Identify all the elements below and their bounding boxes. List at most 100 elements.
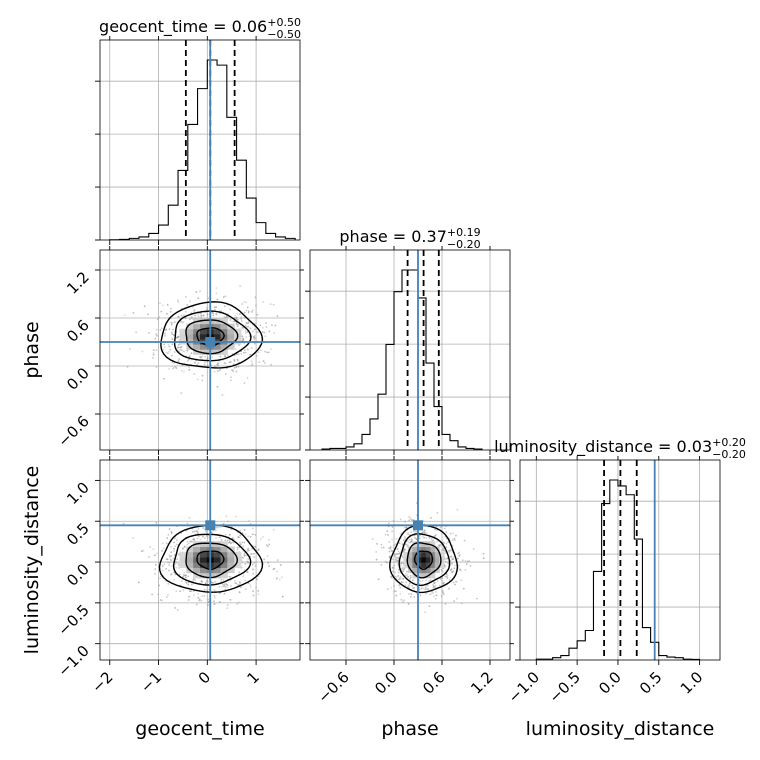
density-cell <box>220 541 228 548</box>
sample-point <box>182 573 185 576</box>
density-cell <box>179 556 187 563</box>
sample-point <box>244 351 247 354</box>
sample-point <box>235 515 238 518</box>
sample-point <box>197 592 200 595</box>
sample-point <box>231 369 234 372</box>
sample-point <box>195 603 198 606</box>
sample-point <box>404 572 407 575</box>
sample-point <box>170 551 173 554</box>
sample-point <box>238 344 241 347</box>
sample-point <box>152 352 155 354</box>
sample-point <box>450 555 453 558</box>
sample-point <box>432 584 434 586</box>
sample-point <box>183 546 186 549</box>
sample-point <box>387 547 390 550</box>
sample-point <box>224 355 227 358</box>
sample-point <box>391 526 394 528</box>
sample-point <box>196 537 199 540</box>
sample-point <box>428 605 431 608</box>
sample-point <box>179 590 181 593</box>
density-cell <box>193 551 201 558</box>
sample-point <box>239 543 242 546</box>
sample-point <box>386 588 389 590</box>
marginal-luminosity_distance <box>535 460 701 660</box>
sample-point <box>247 348 249 351</box>
sample-point <box>244 588 247 591</box>
sample-point <box>423 529 426 532</box>
sample-point <box>396 563 399 566</box>
density-cell <box>186 328 194 335</box>
sample-point <box>450 568 453 571</box>
sample-point <box>270 348 272 351</box>
sample-point <box>148 331 150 334</box>
sample-point <box>168 350 170 353</box>
sample-point <box>188 366 191 368</box>
sample-point <box>387 534 389 536</box>
sample-point <box>433 586 436 589</box>
sample-point <box>222 296 225 298</box>
sample-point <box>454 564 456 567</box>
sample-point <box>154 563 157 566</box>
sample-point <box>394 571 397 574</box>
sample-point <box>219 369 222 371</box>
title-upper-error: +0.50 <box>267 16 301 29</box>
sample-point <box>233 359 236 361</box>
sample-point <box>226 520 229 523</box>
sample-point <box>223 362 226 364</box>
density-cell <box>234 328 242 335</box>
sample-point <box>173 362 175 365</box>
sample-point <box>265 322 267 325</box>
sample-point <box>242 351 245 354</box>
sample-point <box>237 547 239 549</box>
sample-point <box>440 568 443 571</box>
sample-point <box>371 538 374 540</box>
sample-point <box>186 349 189 352</box>
sample-point <box>165 328 168 331</box>
sample-point <box>196 378 199 381</box>
sample-point <box>247 321 250 323</box>
sample-point <box>257 593 260 596</box>
density-cell <box>186 546 194 553</box>
sample-point <box>202 535 204 538</box>
sample-point <box>190 583 193 586</box>
sample-point <box>407 575 409 578</box>
sample-point <box>436 529 438 532</box>
sample-point <box>228 538 231 541</box>
sample-point <box>239 529 242 532</box>
sample-point <box>203 363 206 366</box>
x-tick-label: 0.0 <box>371 668 401 698</box>
sample-point <box>243 301 246 303</box>
sample-point <box>443 549 446 552</box>
sample-point <box>157 593 160 596</box>
sample-point <box>247 535 249 538</box>
sample-point <box>404 526 406 529</box>
sample-point <box>175 539 178 542</box>
sample-point <box>235 317 238 320</box>
sample-point <box>220 539 223 541</box>
sample-point <box>247 548 249 551</box>
sample-point <box>223 522 225 525</box>
sample-point <box>245 301 248 304</box>
sample-point <box>452 539 454 541</box>
sample-point <box>226 316 229 318</box>
sample-point <box>402 568 405 571</box>
sample-point <box>408 584 411 587</box>
sample-point <box>241 556 244 559</box>
sample-point <box>188 354 191 357</box>
sample-point <box>168 328 171 330</box>
sample-point <box>178 358 181 360</box>
sample-point <box>192 531 194 533</box>
sample-point <box>386 561 388 564</box>
sample-point <box>215 529 217 532</box>
sample-point <box>269 303 272 306</box>
sample-point <box>256 313 259 316</box>
y-axis-label: luminosity_distance <box>21 466 43 655</box>
density-cell <box>407 556 413 563</box>
sample-point <box>271 324 273 327</box>
sample-point <box>409 541 412 544</box>
panel-frame <box>309 249 511 451</box>
sample-point <box>435 594 438 597</box>
sample-point <box>397 574 400 577</box>
sample-point <box>159 302 161 305</box>
sample-point <box>403 536 406 538</box>
